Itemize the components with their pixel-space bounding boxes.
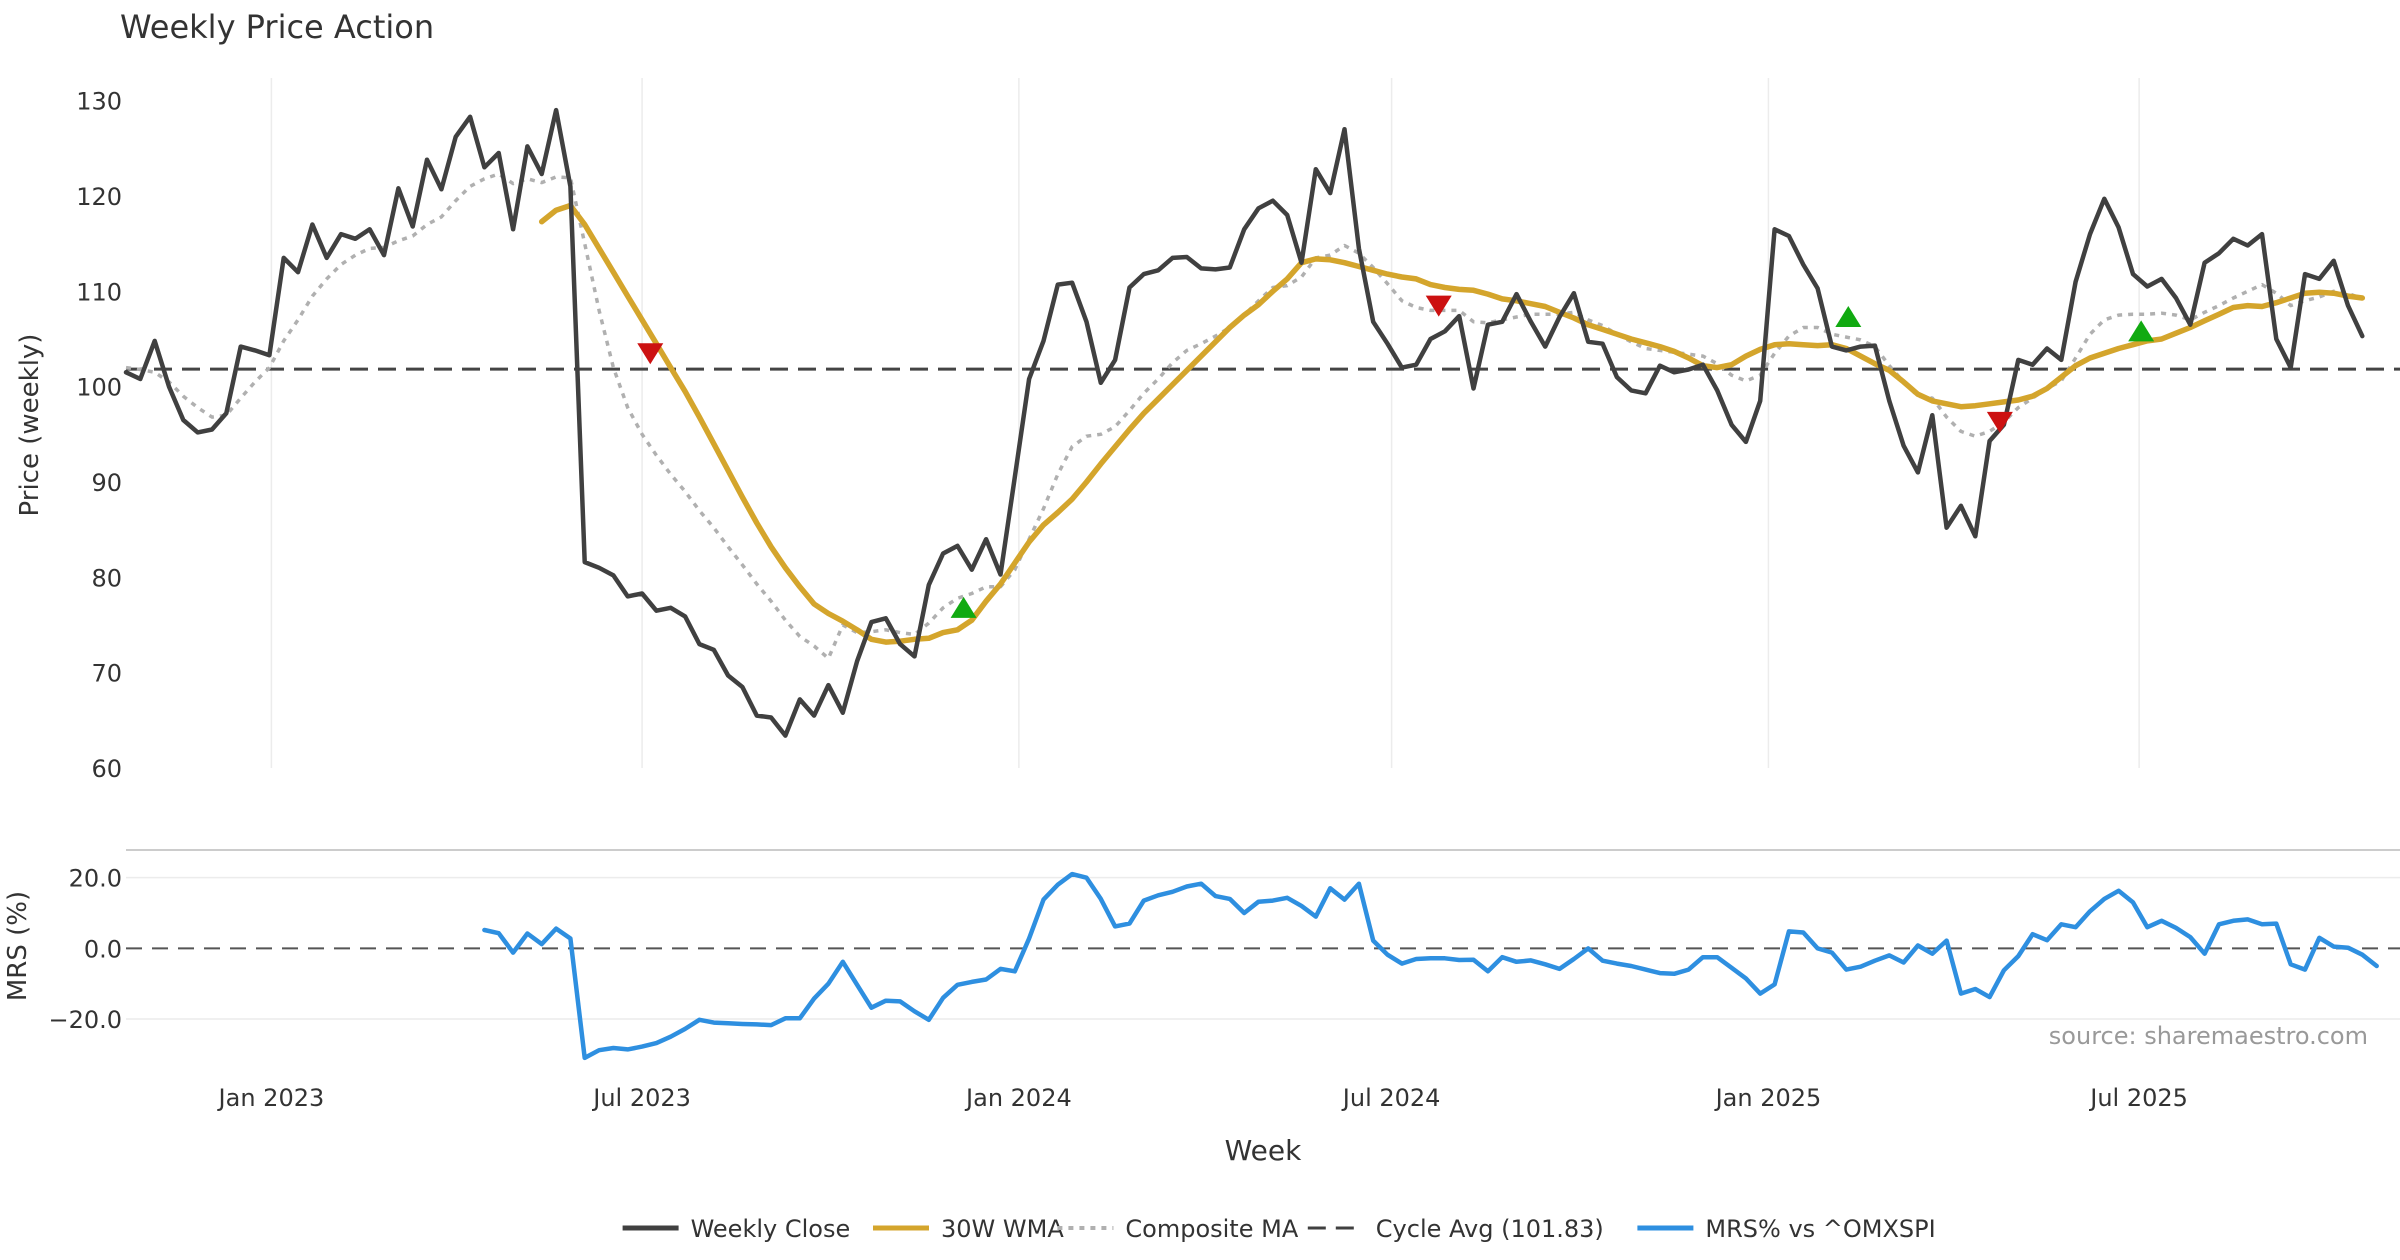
price-y-tick-label: 90: [91, 469, 122, 497]
legend-label-weekly-close: Weekly Close: [691, 1215, 851, 1243]
series-mrs: [482, 871, 2379, 1061]
x-tick-label: Jul 2024: [1341, 1084, 1441, 1112]
x-tick-label: Jan 2025: [1714, 1084, 1822, 1112]
price-grid: [270, 78, 2140, 768]
x-axis-ticks: Jan 2023 Jul 2023 Jan 2024 Jul 2024 Jan 2025…: [217, 1084, 2188, 1112]
series-weekly-close: [123, 107, 2365, 738]
x-tick-label: Jul 2025: [2088, 1084, 2188, 1112]
buy-signal-marker: [950, 596, 977, 618]
price-y-tick-label: 130: [76, 88, 122, 116]
price-y-tick-label: 100: [76, 374, 122, 402]
buy-signal-marker: [1835, 306, 1862, 328]
legend-label-30w-wma: 30W WMA: [941, 1215, 1064, 1243]
x-tick-label: Jan 2024: [964, 1084, 1072, 1112]
mrs-y-ticks: 20.0 0.0 −20.0: [48, 865, 122, 1034]
chart-title: Weekly Price Action: [120, 8, 434, 46]
buy-signal-marker: [2128, 320, 2155, 342]
mrs-series-group: [482, 871, 2379, 1061]
signal-markers: [637, 295, 2155, 618]
mrs-panel: 20.0 0.0 −20.0 MRS (%) source: sharemaestr…: [3, 865, 2400, 1061]
mrs-y-axis-label: MRS (%): [3, 891, 33, 1001]
price-y-tick-label: 110: [76, 278, 122, 306]
legend-label-cycle-avg-101-83: Cycle Avg (101.83): [1376, 1215, 1604, 1243]
legend-label-composite-ma: Composite MA: [1125, 1215, 1298, 1243]
price-y-ticks: 60 70 80 90 100 110 120 130: [76, 88, 122, 783]
price-y-tick-label: 60: [91, 755, 122, 783]
mrs-y-tick-label: 0.0: [84, 935, 122, 963]
series-composite-ma: [125, 172, 2363, 661]
price-panel: 60 70 80 90 100 110 120 130 Price (weekly): [15, 78, 2400, 783]
x-tick-label: Jul 2023: [591, 1084, 691, 1112]
price-series-group: [123, 107, 2366, 738]
price-y-tick-label: 80: [91, 564, 122, 592]
legend: Weekly Close 30W WMA Composite MA Cycle Avg…: [622, 1215, 1936, 1243]
sell-signal-marker: [1425, 295, 1452, 317]
x-axis-label: Week: [1225, 1134, 1302, 1167]
mrs-grid: [126, 876, 2400, 1020]
mrs-y-tick-label: −20.0: [48, 1006, 122, 1034]
series-30w-wma: [538, 202, 2366, 645]
price-y-tick-label: 120: [76, 183, 122, 211]
legend-label-mrs-vs-omxspi: MRS% vs ^OMXSPI: [1705, 1215, 1935, 1243]
price-y-tick-label: 70: [91, 660, 122, 688]
sell-signal-marker: [637, 343, 664, 365]
source-note: source: sharemaestro.com: [2049, 1022, 2368, 1050]
sell-signal-marker: [1986, 411, 2013, 433]
x-tick-label: Jan 2023: [217, 1084, 325, 1112]
price-y-axis-label: Price (weekly): [15, 334, 45, 517]
mrs-y-tick-label: 20.0: [69, 865, 122, 893]
